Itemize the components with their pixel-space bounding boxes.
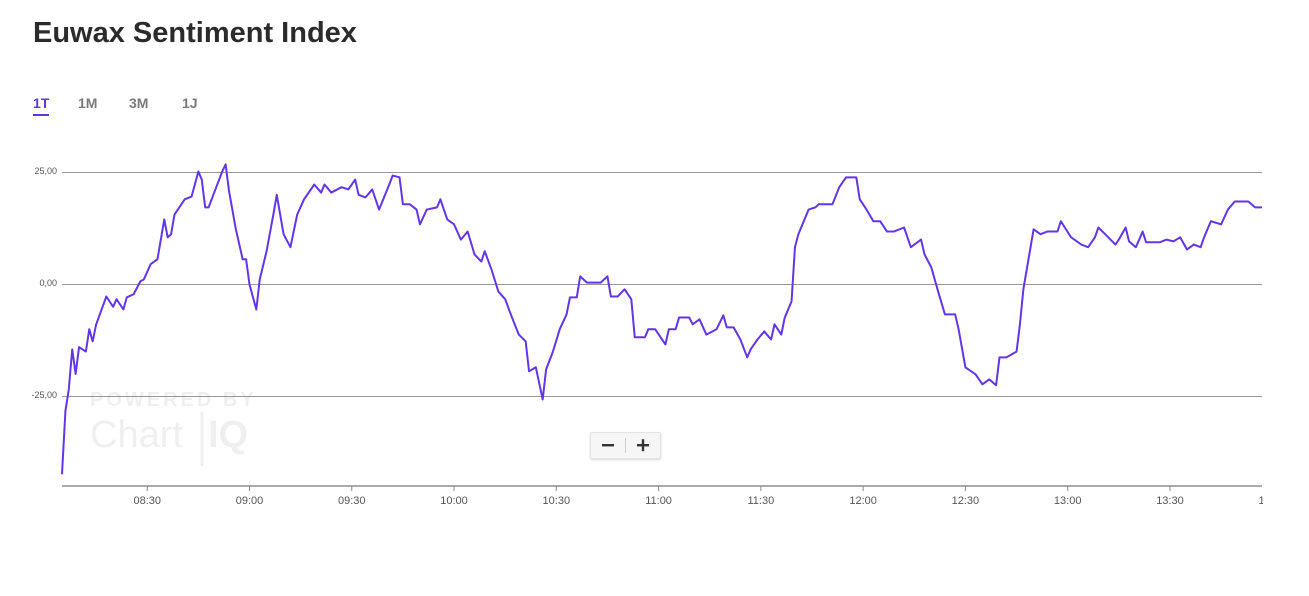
- x-tick-label: 10:00: [440, 495, 468, 507]
- x-tick-label: 13:00: [1054, 495, 1082, 507]
- watermark-text: POWERED BY: [90, 389, 257, 411]
- x-tick-label: 13:30: [1156, 495, 1184, 507]
- x-tick-label: 14:00: [1258, 495, 1286, 507]
- x-tick-label: 11:00: [645, 495, 672, 507]
- range-tab[interactable]: 3M: [129, 95, 149, 111]
- x-tick-label: 09:00: [236, 495, 264, 507]
- chart-title: Euwax Sentiment Index: [33, 17, 357, 49]
- x-tick-label: 12:00: [849, 495, 877, 507]
- line-series: [61, 163, 1262, 475]
- zoom-out-button[interactable]: [591, 433, 625, 458]
- axes: 08:30 09:00 09:30 10:00 10:30 11:00 11:30 12:00…: [62, 485, 1286, 507]
- x-tick-label: 08:30: [133, 495, 161, 507]
- plot: [61, 163, 1262, 475]
- zoom-in-button[interactable]: [626, 433, 660, 458]
- y-tick-label: 25,00: [34, 166, 57, 176]
- zoom-in-icon: [637, 439, 649, 452]
- y-tick-label: -25,00: [31, 390, 57, 400]
- y-tick-label: 0,00: [39, 278, 57, 288]
- watermark-text: IQ: [208, 414, 248, 456]
- x-tick-label: 10:30: [543, 495, 571, 507]
- grid: 25,00 0,00 -25,00: [31, 166, 1262, 400]
- watermark-text: Chart: [90, 414, 183, 456]
- zoom-divider: [625, 438, 626, 453]
- watermark: POWERED BY Chart IQ: [90, 389, 257, 466]
- zoom-controls: [590, 432, 661, 459]
- range-tab[interactable]: 1J: [182, 95, 198, 111]
- range-tab[interactable]: 1T: [33, 95, 50, 116]
- zoom-out-icon: [602, 444, 614, 447]
- x-tick-label: 09:30: [338, 495, 366, 507]
- x-tick-label: 12:30: [952, 495, 980, 507]
- x-tick-label: 11:30: [748, 495, 775, 507]
- range-tab[interactable]: 1M: [78, 95, 98, 111]
